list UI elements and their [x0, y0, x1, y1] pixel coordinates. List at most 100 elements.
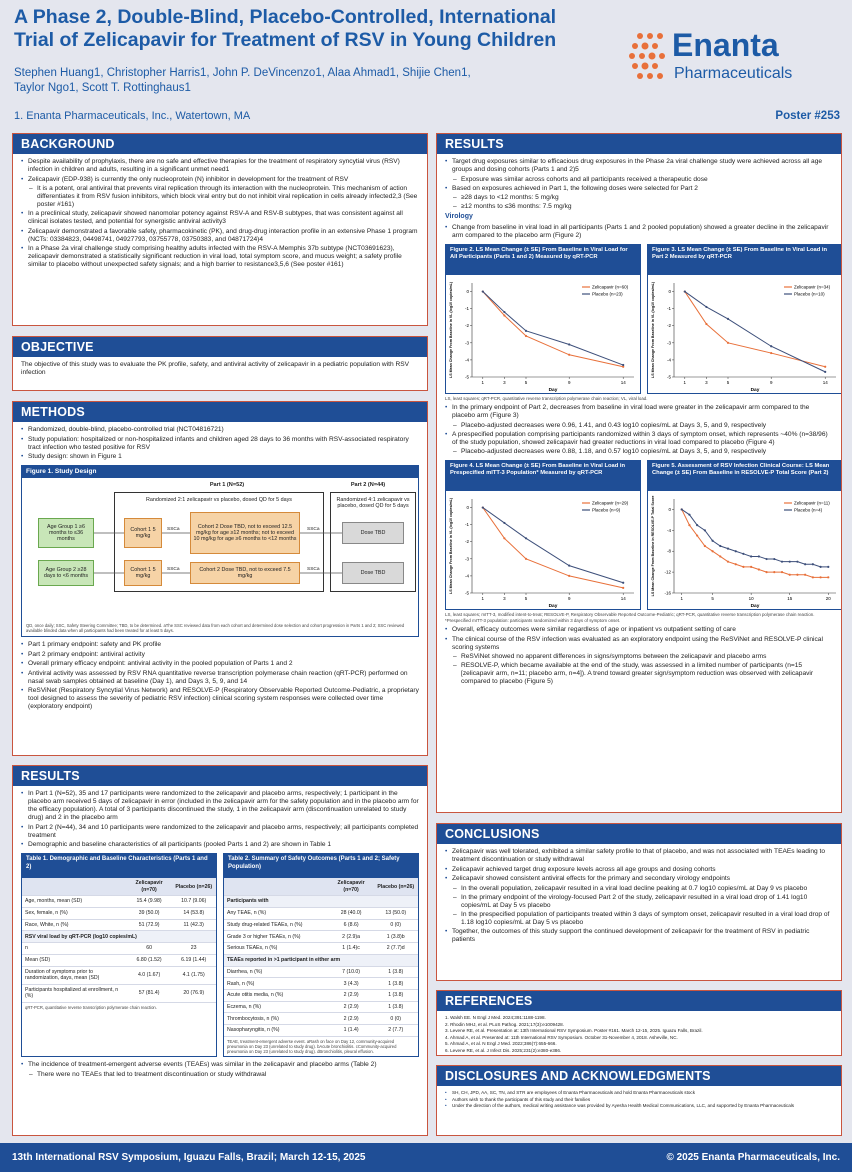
- bullet: In Part 1 (N=52), 35 and 17 participants…: [21, 790, 419, 822]
- y-axis-label: LS Mean Change From Baseline in VL (log1…: [449, 281, 453, 378]
- data-point: [726, 547, 730, 551]
- bullet: In Part 2 (N=44), 34 and 10 participants…: [21, 824, 419, 840]
- title-line: Trial of Zelicapavir for Treatment of RS…: [14, 29, 557, 51]
- series-line: [482, 290, 624, 366]
- table-row: RSV viral load by qRT-PCR (log10 copies/…: [22, 930, 216, 944]
- data-point: [757, 568, 760, 571]
- table-footnote: qRT-PCR, quantitative reverse transcript…: [25, 1004, 157, 1010]
- table-title: Table 2. Summary of Safety Outcomes (Par…: [224, 854, 418, 879]
- x-tick-label: 5: [525, 596, 528, 601]
- data-point: [765, 558, 768, 561]
- table-cell: 57 (81.4): [126, 984, 172, 1003]
- bullet: The incidence of treatment-emergent adve…: [21, 1061, 419, 1069]
- table-row: Thrombocytosis, n (%) 2 (2.9) 0 (0): [224, 1012, 418, 1026]
- x-tick-label: 3: [503, 596, 506, 601]
- footer: 13th International RSV Symposium, Iguazu…: [0, 1143, 852, 1172]
- x-tick-label: 9: [568, 380, 571, 385]
- sub-bullet: Placebo-adjusted decreases were 0.88, 1.…: [445, 448, 833, 456]
- data-point: [703, 529, 706, 532]
- part-label: Part 2 (N=44): [350, 482, 386, 489]
- data-point: [711, 550, 714, 553]
- data-point: [742, 553, 745, 556]
- table-cell: Sex, female, n (%): [22, 907, 127, 920]
- part-label: Part 1 (N=52): [209, 482, 245, 489]
- table-header: Zelicapavir (n=70) Placebo (n=26): [224, 878, 418, 897]
- table-row: Acute otitis media, n (%) 2 (2.9) 1 (3.8): [224, 989, 418, 1002]
- figure-caption: LS, least squares; qRT-PCR, quantitative…: [445, 395, 648, 401]
- bullet: SH, CH, JPD, AA, SC, TN, and STR are emp…: [445, 1090, 833, 1096]
- section-heading: METHODS: [13, 402, 427, 422]
- table-cell: 23: [171, 942, 216, 955]
- table-cell: Mean (SD): [22, 954, 127, 967]
- table-cell: Study drug-related TEAEs, n (%): [224, 919, 329, 932]
- data-point: [481, 506, 484, 509]
- data-point: [568, 353, 571, 356]
- table-row: Grade 3 or higher TEAEs, n (%) 2 (2.9)a 1 …: [224, 930, 418, 944]
- table-cell: 2 (2.9): [328, 1012, 374, 1026]
- data-point: [780, 560, 784, 564]
- data-point: [726, 560, 730, 564]
- table-cell: Race, White, n (%): [22, 919, 127, 932]
- bullet-list: Randomized, double-blind, placebo-contro…: [21, 426, 419, 461]
- y-tick-label: -4: [465, 574, 469, 579]
- bullet: A prespecified population comprising par…: [445, 431, 833, 447]
- bullet-list: Overall, efficacy outcomes were similar …: [445, 626, 833, 686]
- dose: Dose TBD: [342, 562, 404, 585]
- data-point: [804, 573, 807, 577]
- bullet-list: Change from baseline in viral load in al…: [445, 224, 833, 240]
- x-tick-label: 1: [482, 596, 485, 601]
- bullet: Based on exposures achieved in Part 1, t…: [445, 185, 833, 193]
- data-point: [622, 581, 625, 585]
- table: Zelicapavir (n=70) Placebo (n=26) Particip…: [224, 878, 418, 1037]
- bullet: Zelicapavir demonstrated a favorable saf…: [21, 228, 419, 244]
- data-point: [796, 573, 799, 577]
- figure-row: Figure 2. LS Mean Change (± SE) From Bas…: [445, 243, 841, 394]
- figure-5: Figure 5. Assessment of RSV Infection Cl…: [647, 460, 841, 611]
- cohort: Cohort 1 5 mg/kg: [124, 560, 162, 587]
- y-tick-label: -4: [465, 357, 469, 362]
- section-body: Zelicapavir was well tolerated, exhibite…: [437, 844, 841, 949]
- table-footnote: TEAE, treatment-emergent adverse event. …: [227, 1038, 397, 1055]
- table-cell: 0 (0): [373, 1012, 418, 1026]
- data-point: [719, 545, 722, 548]
- series-line: [681, 509, 829, 568]
- table-row: TEAEs reported in >1 participant in eith…: [224, 954, 418, 967]
- data-point: [696, 534, 699, 537]
- table-cell: 1 (1.4)c: [328, 942, 374, 955]
- data-point: [524, 537, 528, 540]
- section-heading: RESULTS: [13, 766, 427, 786]
- table-cell: 0 (0): [373, 919, 418, 932]
- bullet: Zelicapavir was well tolerated, exhibite…: [445, 848, 833, 864]
- bullet: Demographic and baseline characteristics…: [21, 841, 419, 849]
- part-2-frame: [330, 492, 416, 593]
- bullet-list: In the primary endpoint of Part 2, decre…: [445, 404, 833, 456]
- bullet: In the primary endpoint of Part 2, decre…: [445, 404, 833, 420]
- logo-name: Enanta: [672, 27, 779, 63]
- y-tick-label: -2: [465, 540, 469, 545]
- data-point: [622, 363, 625, 366]
- y-tick-label: -3: [667, 340, 671, 345]
- bullet: Antiviral activity was assessed by RSV R…: [21, 670, 419, 686]
- sub-bullet: Placebo-adjusted decreases were 0.96, 1.…: [445, 422, 833, 430]
- y-tick-label: -1: [465, 306, 469, 311]
- section-body: 1. Walsh EE. N Engl J Med. 2024;391:1188…: [437, 1011, 841, 1055]
- sub-bullet: Exposure was similar across cohorts and …: [445, 176, 833, 184]
- bullet: Together, the outcomes of this study sup…: [445, 928, 833, 944]
- x-axis-label: Day: [549, 387, 558, 393]
- legend-label: Placebo (n=4): [794, 508, 823, 513]
- table-row: Participants with: [224, 895, 418, 908]
- column-header: Placebo (n=26): [373, 878, 418, 897]
- data-point: [780, 571, 784, 574]
- data-point: [824, 370, 827, 373]
- data-point: [680, 508, 683, 511]
- x-tick-label: 5: [525, 380, 528, 385]
- series-line: [681, 509, 829, 579]
- x-tick-label: 14: [621, 380, 627, 385]
- table-row: Eczema, n (%) 2 (2.9) 1 (3.8): [224, 1001, 418, 1014]
- methods-section: METHODS Randomized, double-blind, placeb…: [12, 401, 428, 756]
- chart: 0 -1 -2 -3 -4 -5 1 3 5 9 14 Day LS Mean Change From …: [449, 498, 634, 609]
- table-cell: 4.0 (1.67): [126, 966, 172, 985]
- figure-title: Figure 1. Study Design: [22, 466, 418, 479]
- cohort: Cohort 2 Dose TBD, not to exceed 12.5 mg…: [190, 512, 300, 555]
- data-point: [804, 563, 807, 566]
